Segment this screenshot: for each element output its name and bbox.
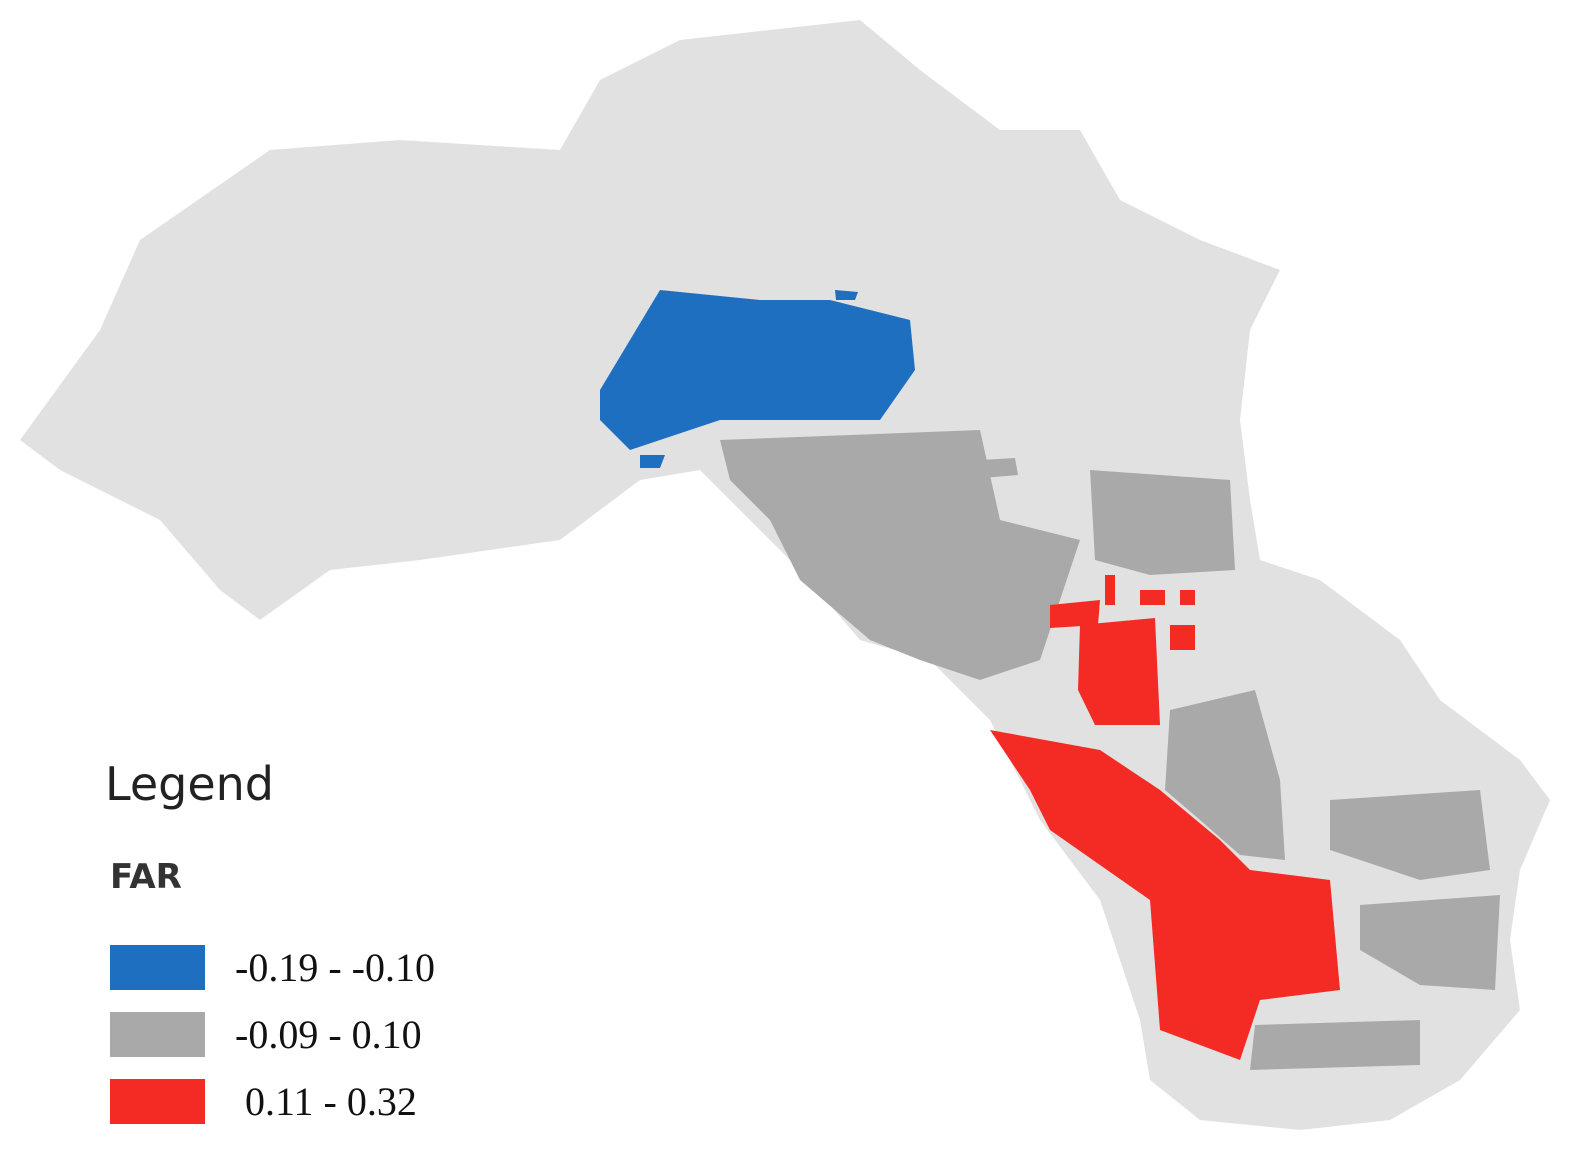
region [1090, 470, 1235, 575]
region [1050, 600, 1100, 628]
region [600, 290, 915, 450]
regions [600, 290, 1500, 1070]
legend-field: FAR [110, 857, 182, 897]
region [1180, 590, 1195, 605]
region [1165, 690, 1285, 860]
region [980, 458, 1018, 478]
region [1250, 1020, 1420, 1070]
legend-label: -0.09 - 0.10 [235, 1012, 422, 1057]
region [1330, 790, 1490, 880]
legend-swatch [110, 945, 205, 990]
legend-label: 0.11 - 0.32 [235, 1079, 417, 1124]
region [835, 290, 858, 300]
region [1360, 895, 1500, 990]
legend-items: -0.19 - -0.10 -0.09 - 0.10 0.11 - 0.32 [110, 945, 435, 1124]
region [1078, 618, 1160, 725]
region [990, 730, 1340, 1060]
region [720, 430, 1080, 680]
legend-swatch [110, 1079, 205, 1124]
region [1170, 625, 1195, 650]
legend-swatch [110, 1012, 205, 1057]
region [640, 455, 665, 468]
legend-title: Legend [105, 757, 274, 811]
region [1105, 575, 1115, 605]
region [1140, 590, 1165, 605]
legend-label: -0.19 - -0.10 [235, 945, 435, 990]
